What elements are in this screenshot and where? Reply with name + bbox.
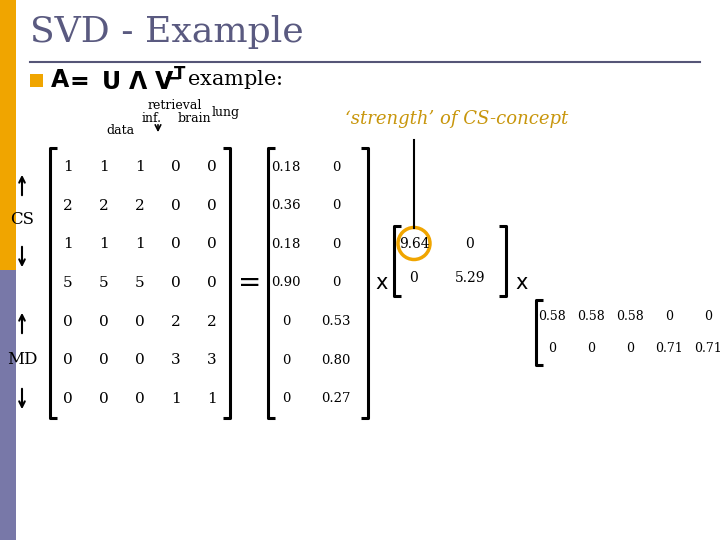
Text: $\mathbf{A}$: $\mathbf{A}$ [50,68,70,92]
Text: 0: 0 [171,199,181,213]
Text: 0: 0 [587,342,595,355]
Text: brain: brain [177,112,211,125]
Text: ‘strength’ of CS-concept: ‘strength’ of CS-concept [345,110,568,128]
Text: 0: 0 [548,342,556,355]
Text: 0: 0 [99,353,109,367]
Text: 2: 2 [171,315,181,328]
Bar [0,270,16,540]
Text: 0: 0 [63,315,73,328]
Text: 0: 0 [332,276,340,289]
Text: 0: 0 [665,310,673,323]
Text: data: data [106,124,134,137]
Text: 0: 0 [282,315,290,328]
Text: 0.58: 0.58 [577,310,605,323]
Text: 0: 0 [282,354,290,367]
Text: 3: 3 [207,353,217,367]
Text: 1: 1 [207,392,217,406]
Text: CS: CS [10,212,34,228]
Text: 0: 0 [135,353,145,367]
Text: 0: 0 [171,238,181,252]
Text: x: x [516,273,528,293]
Text: 1: 1 [135,238,145,252]
Text: 5.29: 5.29 [455,272,485,286]
Bar [30,74,43,87]
Text: 0.18: 0.18 [271,161,301,174]
Text: =: = [238,269,261,297]
Text: 0.58: 0.58 [538,310,566,323]
Text: $\mathbf{=\ U\ \Lambda\ V^T}$: $\mathbf{=\ U\ \Lambda\ V^T}$ [65,68,186,95]
Text: 0: 0 [207,199,217,213]
Text: 0: 0 [332,199,340,212]
Text: 0.36: 0.36 [271,199,301,212]
Text: 2: 2 [135,199,145,213]
Text: 1: 1 [63,160,73,174]
Text: 0: 0 [135,315,145,328]
Text: 5: 5 [63,276,73,290]
Text: 2: 2 [99,199,109,213]
Text: 0: 0 [63,353,73,367]
Text: 0: 0 [135,392,145,406]
Text: 0: 0 [626,342,634,355]
Text: 0.71: 0.71 [655,342,683,355]
Text: 1: 1 [99,238,109,252]
Text: 3: 3 [171,353,181,367]
Text: SVD - Example: SVD - Example [30,15,304,49]
Text: 0: 0 [207,276,217,290]
Text: 0.71: 0.71 [694,342,720,355]
Text: 0: 0 [171,276,181,290]
Text: 0: 0 [99,392,109,406]
Text: lung: lung [212,106,240,119]
Text: 0: 0 [282,392,290,405]
Text: 1: 1 [135,160,145,174]
Text: 2: 2 [63,199,73,213]
Text: inf.: inf. [142,112,162,125]
Text: 0: 0 [410,272,418,286]
Text: 0: 0 [332,238,340,251]
Text: 0: 0 [207,160,217,174]
Text: 0: 0 [63,392,73,406]
Text: 0.53: 0.53 [321,315,351,328]
Text: 0: 0 [466,237,474,251]
Text: 0.80: 0.80 [321,354,351,367]
Text: 0: 0 [704,310,712,323]
Text: x: x [376,273,388,293]
Text: retrieval: retrieval [148,99,202,112]
Text: 1: 1 [99,160,109,174]
Text: 2: 2 [207,315,217,328]
Text: 0: 0 [171,160,181,174]
Text: 0.58: 0.58 [616,310,644,323]
Text: $\mathbf{-}$ example:: $\mathbf{-}$ example: [163,68,283,91]
Text: 5: 5 [135,276,145,290]
Text: 5: 5 [99,276,109,290]
Text: MD: MD [6,352,37,368]
Text: 9.64: 9.64 [399,237,429,251]
Text: 0: 0 [332,161,340,174]
Text: 1: 1 [171,392,181,406]
Bar [0,0,16,270]
Text: 0.90: 0.90 [271,276,301,289]
Text: 0: 0 [207,238,217,252]
Text: 0.27: 0.27 [321,392,351,405]
Text: 0.18: 0.18 [271,238,301,251]
Text: 0: 0 [99,315,109,328]
Text: 1: 1 [63,238,73,252]
